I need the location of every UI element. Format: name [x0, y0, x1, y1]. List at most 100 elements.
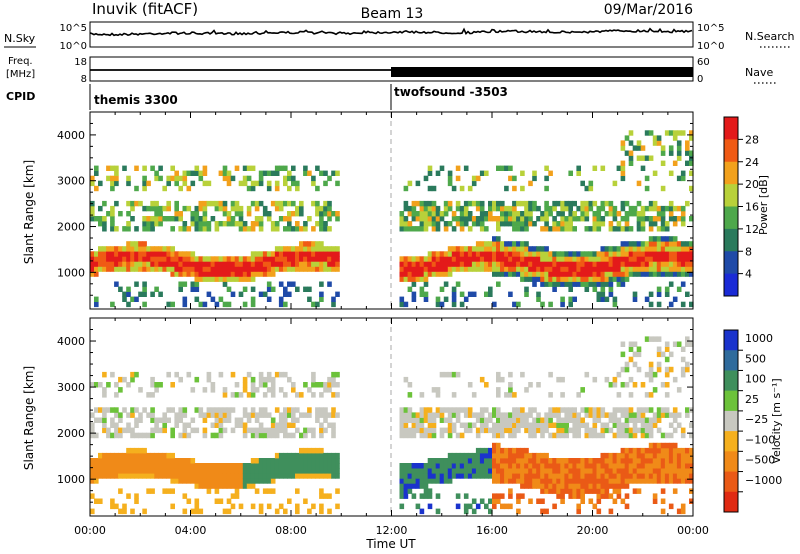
- heatmap-cell: [174, 417, 179, 423]
- heatmap-cell: [576, 170, 581, 176]
- heatmap-cell: [194, 468, 200, 474]
- heatmap-cell: [568, 256, 573, 262]
- heatmap-cell: [110, 422, 115, 428]
- heatmap-cell: [536, 216, 541, 222]
- heatmap-cell: [532, 251, 537, 257]
- heatmap-cell: [291, 165, 296, 171]
- heatmap-cell: [504, 417, 509, 423]
- heatmap-cell: [568, 200, 573, 207]
- heatmap-cell: [544, 185, 549, 192]
- heatmap-cell: [664, 266, 670, 272]
- heatmap-cell: [439, 251, 445, 257]
- heatmap-cell: [624, 261, 630, 267]
- heatmap-cell: [415, 216, 421, 222]
- heatmap-cell: [447, 271, 453, 277]
- heatmap-cell: [142, 175, 147, 182]
- heatmap-cell: [319, 463, 324, 469]
- heatmap-cell: [616, 271, 622, 277]
- heatmap-cell: [540, 281, 545, 287]
- heatmap-cell: [435, 251, 441, 257]
- heatmap-cell: [652, 241, 658, 247]
- heatmap-cell: [500, 200, 505, 207]
- heatmap-cell: [250, 458, 256, 464]
- heatmap-cell: [90, 427, 95, 434]
- heatmap-cell: [327, 463, 332, 469]
- heatmap-cell: [323, 221, 328, 227]
- heatmap-cell: [612, 226, 618, 232]
- heatmap-cell: [226, 412, 232, 418]
- heatmap-cell: [114, 180, 119, 187]
- heatmap-cell: [423, 478, 429, 484]
- heatmap-cell: [584, 266, 590, 272]
- heatmap-cell: [274, 226, 280, 232]
- heatmap-cell: [190, 463, 196, 469]
- heatmap-cell: [496, 165, 501, 171]
- heatmap-cell: [556, 266, 561, 272]
- heatmap-cell: [600, 458, 606, 464]
- heatmap-cell: [182, 508, 188, 515]
- heatmap-cell: [419, 221, 425, 227]
- heatmap-cell: [504, 463, 509, 469]
- heatmap-cell: [455, 407, 461, 413]
- heatmap-cell: [114, 392, 119, 398]
- heatmap-cell: [134, 200, 139, 207]
- heatmap-cell: [544, 261, 549, 267]
- noise-trace: [89, 27, 693, 37]
- heatmap-cell: [648, 366, 654, 373]
- heatmap-cell: [403, 200, 409, 207]
- heatmap-cell: [134, 281, 139, 287]
- heatmap-cell: [632, 256, 638, 262]
- heatmap-cell: [90, 216, 95, 222]
- heatmap-cell: [676, 150, 682, 156]
- heatmap-cell: [146, 180, 151, 187]
- heatmap-cell: [572, 483, 577, 489]
- heatmap-cell: [500, 503, 505, 510]
- heatmap-cell: [222, 170, 228, 176]
- heatmap-cell: [676, 205, 682, 212]
- heatmap-cell: [676, 508, 682, 515]
- heatmap-cell: [512, 266, 517, 272]
- heatmap-cell: [190, 261, 196, 267]
- heatmap-cell: [680, 221, 686, 227]
- heatmap-cell: [660, 463, 666, 469]
- heatmap-cell: [568, 221, 573, 227]
- heatmap-cell: [98, 468, 103, 474]
- heatmap-cell: [246, 271, 252, 277]
- heatmap-cell: [182, 478, 188, 484]
- heatmap-cell: [266, 216, 272, 222]
- heatmap-cell: [315, 246, 320, 252]
- heatmap-cell: [620, 427, 626, 434]
- heatmap-cell: [435, 508, 441, 515]
- heatmap-cell: [564, 488, 569, 494]
- x-tick-label: 12:00: [376, 524, 408, 537]
- heatmap-cell: [632, 432, 638, 439]
- heatmap-cell: [532, 483, 537, 489]
- heatmap-cell: [407, 468, 413, 474]
- heatmap-cell: [439, 458, 445, 464]
- heatmap-cell: [660, 246, 666, 252]
- heatmap-cell: [455, 493, 461, 499]
- heatmap-cell: [660, 452, 666, 459]
- heatmap-cell: [672, 271, 678, 277]
- heatmap-cell: [664, 241, 670, 247]
- heatmap-cell: [102, 261, 107, 267]
- heatmap-cell: [202, 412, 208, 418]
- heatmap-cell: [616, 392, 622, 398]
- heatmap-cell: [411, 211, 417, 217]
- heatmap-cell: [467, 256, 473, 262]
- freq-tick-bottom: 8: [81, 74, 87, 85]
- heatmap-cell: [319, 281, 324, 287]
- heatmap-cell: [560, 296, 565, 302]
- heatmap-cell: [178, 251, 183, 257]
- heatmap-cell: [150, 412, 155, 418]
- heatmap-cell: [588, 478, 594, 484]
- heatmap-cell: [270, 261, 276, 267]
- heatmap-cell: [303, 412, 308, 418]
- heatmap-cell: [544, 463, 549, 469]
- heatmap-cell: [685, 140, 690, 146]
- heatmap-cell: [600, 493, 606, 499]
- heatmap-cell: [431, 221, 437, 227]
- heatmap-cell: [640, 211, 646, 217]
- heatmap-cell: [266, 271, 272, 277]
- heatmap-cell: [528, 407, 533, 413]
